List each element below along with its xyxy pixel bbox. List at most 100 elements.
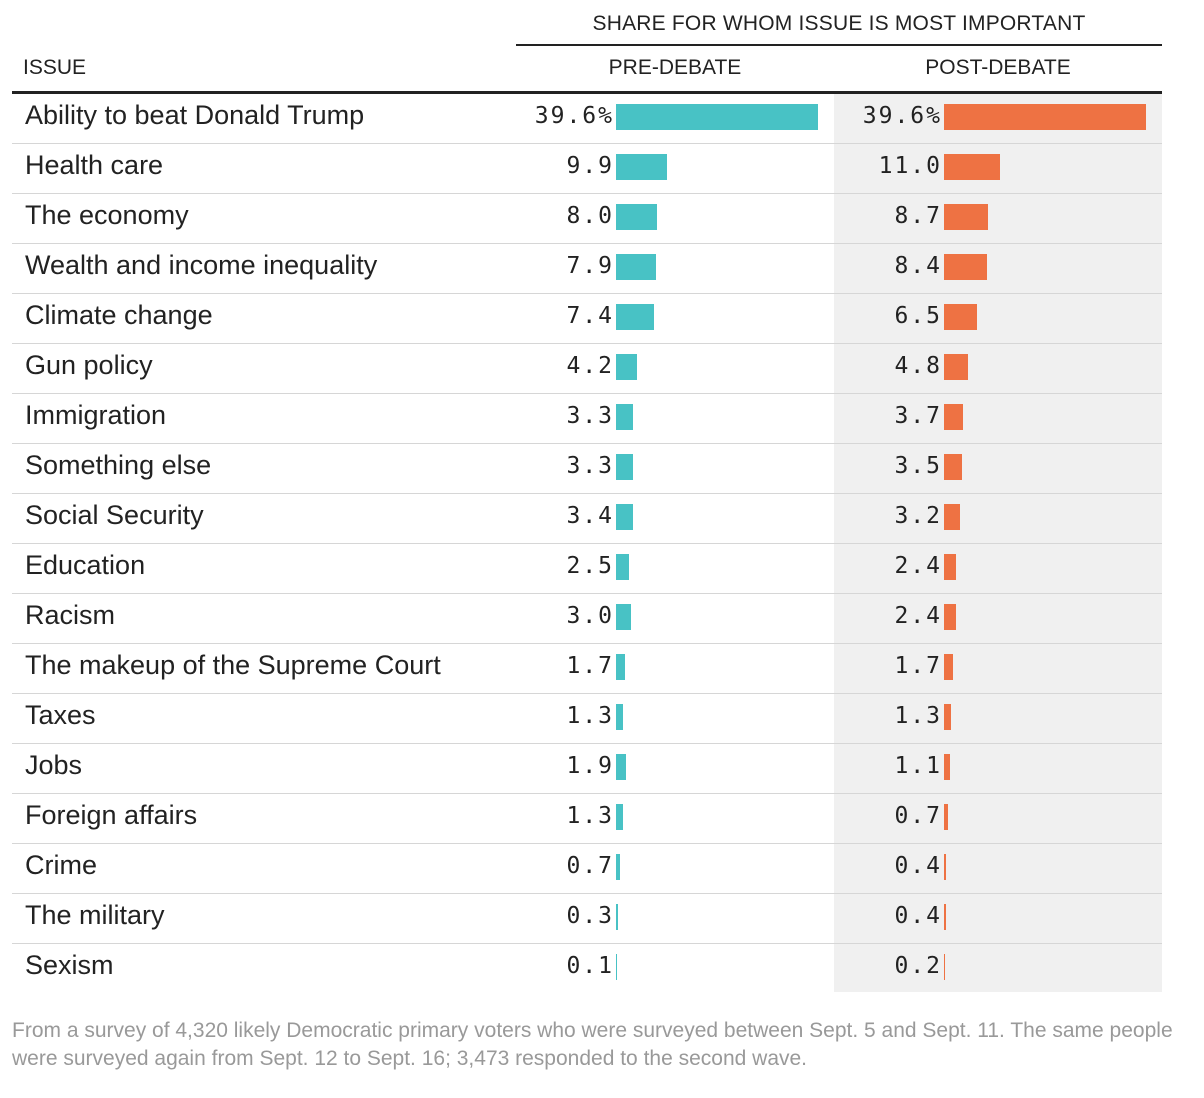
table-row: The economy 8.0 8.7	[12, 194, 1162, 244]
pre-debate-bar-crime	[616, 854, 620, 880]
issue-label-immigration: Immigration	[25, 400, 167, 430]
pre-debate-bar-taxes	[616, 704, 623, 730]
pre-debate-bar-immigration	[616, 404, 633, 430]
pre-debate-bar-racism	[616, 604, 631, 630]
pre-debate-value-sexism: 0.1	[566, 953, 614, 979]
table-row: Racism 3.0 2.4	[12, 594, 1162, 644]
pre-debate-value-immigration: 3.3	[566, 403, 614, 429]
table-row: The makeup of the Supreme Court 1.7 1.7	[12, 644, 1162, 694]
post-debate-value-the-economy: 8.7	[894, 203, 942, 229]
pre-debate-bar-the-military	[616, 904, 618, 930]
issue-label-wealth-and-income-inequality: Wealth and income inequality	[25, 250, 378, 280]
post-debate-bar-crime	[944, 854, 946, 880]
pre-debate-bar-education	[616, 554, 629, 580]
post-debate-value-immigration: 3.7	[894, 403, 942, 429]
issue-label-foreign-affairs: Foreign affairs	[25, 800, 198, 830]
pre-debate-bar-something-else	[616, 454, 633, 480]
pre-debate-value-crime: 0.7	[566, 853, 614, 879]
table-row: Jobs 1.9 1.1	[12, 744, 1162, 794]
issue-label-gun-policy: Gun policy	[25, 350, 153, 380]
pre-debate-value-the-military: 0.3	[566, 903, 614, 929]
post-debate-value-foreign-affairs: 0.7	[894, 803, 942, 829]
pre-debate-value-climate-change: 7.4	[566, 303, 614, 329]
post-debate-bar-jobs	[944, 754, 950, 780]
table-row: Sexism 0.1 0.2	[12, 944, 1162, 993]
post-debate-value-the-military: 0.4	[894, 903, 942, 929]
post-debate-value-wealth-and-income-inequality: 8.4	[894, 253, 942, 279]
post-debate-bar-something-else	[944, 454, 962, 480]
group-header: SHARE FOR WHOM ISSUE IS MOST IMPORTANT	[516, 10, 1162, 46]
pre-debate-value-health-care: 9.9	[566, 153, 614, 179]
post-debate-value-taxes: 1.3	[894, 703, 942, 729]
pre-debate-bar-the-economy	[616, 204, 657, 230]
post-debate-value-something-else: 3.5	[894, 453, 942, 479]
issue-label-sexism: Sexism	[25, 950, 114, 980]
chart-rows: Ability to beat Donald Trump 39.6% 39.6% He…	[12, 94, 1162, 993]
pre-debate-value-ability-to-beat-donald-trump: 39.6%	[534, 103, 614, 129]
table-row: Social Security 3.4 3.2	[12, 494, 1162, 544]
pre-debate-value-jobs: 1.9	[566, 753, 614, 779]
table-row: Crime 0.7 0.4	[12, 844, 1162, 894]
post-debate-value-education: 2.4	[894, 553, 942, 579]
post-debate-value-gun-policy: 4.8	[894, 353, 942, 379]
post-debate-bar-racism	[944, 604, 956, 630]
issue-label-the-makeup-of-the-supreme-court: The makeup of the Supreme Court	[25, 650, 441, 680]
post-debate-value-racism: 2.4	[894, 603, 942, 629]
post-debate-bar-social-security	[944, 504, 960, 530]
post-debate-bar-taxes	[944, 704, 951, 730]
issue-label-ability-to-beat-donald-trump: Ability to beat Donald Trump	[25, 100, 365, 130]
issue-label-the-military: The military	[25, 900, 165, 930]
issue-label-taxes: Taxes	[25, 700, 96, 730]
post-debate-bar-health-care	[944, 154, 1000, 180]
issue-label-the-economy: The economy	[25, 200, 189, 230]
pre-debate-bar-social-security	[616, 504, 633, 530]
post-debate-column-header: POST-DEBATE	[925, 56, 1071, 79]
post-debate-bar-the-economy	[944, 204, 988, 230]
pre-debate-value-taxes: 1.3	[566, 703, 614, 729]
post-debate-bar-sexism	[944, 954, 945, 980]
table-row: Climate change 7.4 6.5	[12, 294, 1162, 344]
table-row: The military 0.3 0.4	[12, 894, 1162, 944]
pre-debate-value-gun-policy: 4.2	[566, 353, 614, 379]
pre-debate-bar-sexism	[616, 954, 617, 980]
issue-label-jobs: Jobs	[25, 750, 83, 780]
pre-debate-value-the-economy: 8.0	[566, 203, 614, 229]
post-debate-value-climate-change: 6.5	[894, 303, 942, 329]
post-debate-bar-ability-to-beat-donald-trump	[944, 104, 1146, 130]
pre-debate-bar-wealth-and-income-inequality	[616, 254, 656, 280]
post-debate-value-the-makeup-of-the-supreme-court: 1.7	[894, 653, 942, 679]
post-debate-bar-education	[944, 554, 956, 580]
table-row: Something else 3.3 3.5	[12, 444, 1162, 494]
post-debate-value-health-care: 11.0	[878, 153, 942, 179]
post-debate-bar-foreign-affairs	[944, 804, 948, 830]
pre-debate-bar-the-makeup-of-the-supreme-court	[616, 654, 625, 680]
post-debate-bar-climate-change	[944, 304, 977, 330]
table-row: Gun policy 4.2 4.8	[12, 344, 1162, 394]
table-row: Taxes 1.3 1.3	[12, 694, 1162, 744]
pre-debate-value-the-makeup-of-the-supreme-court: 1.7	[566, 653, 614, 679]
pre-debate-bar-ability-to-beat-donald-trump	[616, 104, 818, 130]
pre-debate-bar-jobs	[616, 754, 626, 780]
issue-label-social-security: Social Security	[25, 500, 204, 530]
header-rule	[12, 91, 1162, 94]
post-debate-value-social-security: 3.2	[894, 503, 942, 529]
issue-label-crime: Crime	[25, 850, 97, 880]
issue-label-racism: Racism	[25, 600, 116, 630]
issue-label-health-care: Health care	[25, 150, 164, 180]
pre-debate-value-racism: 3.0	[566, 603, 614, 629]
pre-debate-value-foreign-affairs: 1.3	[566, 803, 614, 829]
pre-debate-bar-health-care	[616, 154, 667, 180]
table-row: Education 2.5 2.4	[12, 544, 1162, 594]
group-title: SHARE FOR WHOM ISSUE IS MOST IMPORTANT	[592, 12, 1086, 35]
issue-column-header: ISSUE	[23, 56, 87, 79]
table-row: Health care 9.9 11.0	[12, 144, 1162, 194]
issue-label-something-else: Something else	[25, 450, 212, 480]
post-debate-value-sexism: 0.2	[894, 953, 942, 979]
post-debate-bar-gun-policy	[944, 354, 968, 380]
post-debate-bar-immigration	[944, 404, 963, 430]
pre-debate-value-wealth-and-income-inequality: 7.9	[566, 253, 614, 279]
pre-debate-value-something-else: 3.3	[566, 453, 614, 479]
post-debate-value-crime: 0.4	[894, 853, 942, 879]
issue-label-climate-change: Climate change	[25, 300, 213, 330]
table-row: Wealth and income inequality 7.9 8.4	[12, 244, 1162, 294]
